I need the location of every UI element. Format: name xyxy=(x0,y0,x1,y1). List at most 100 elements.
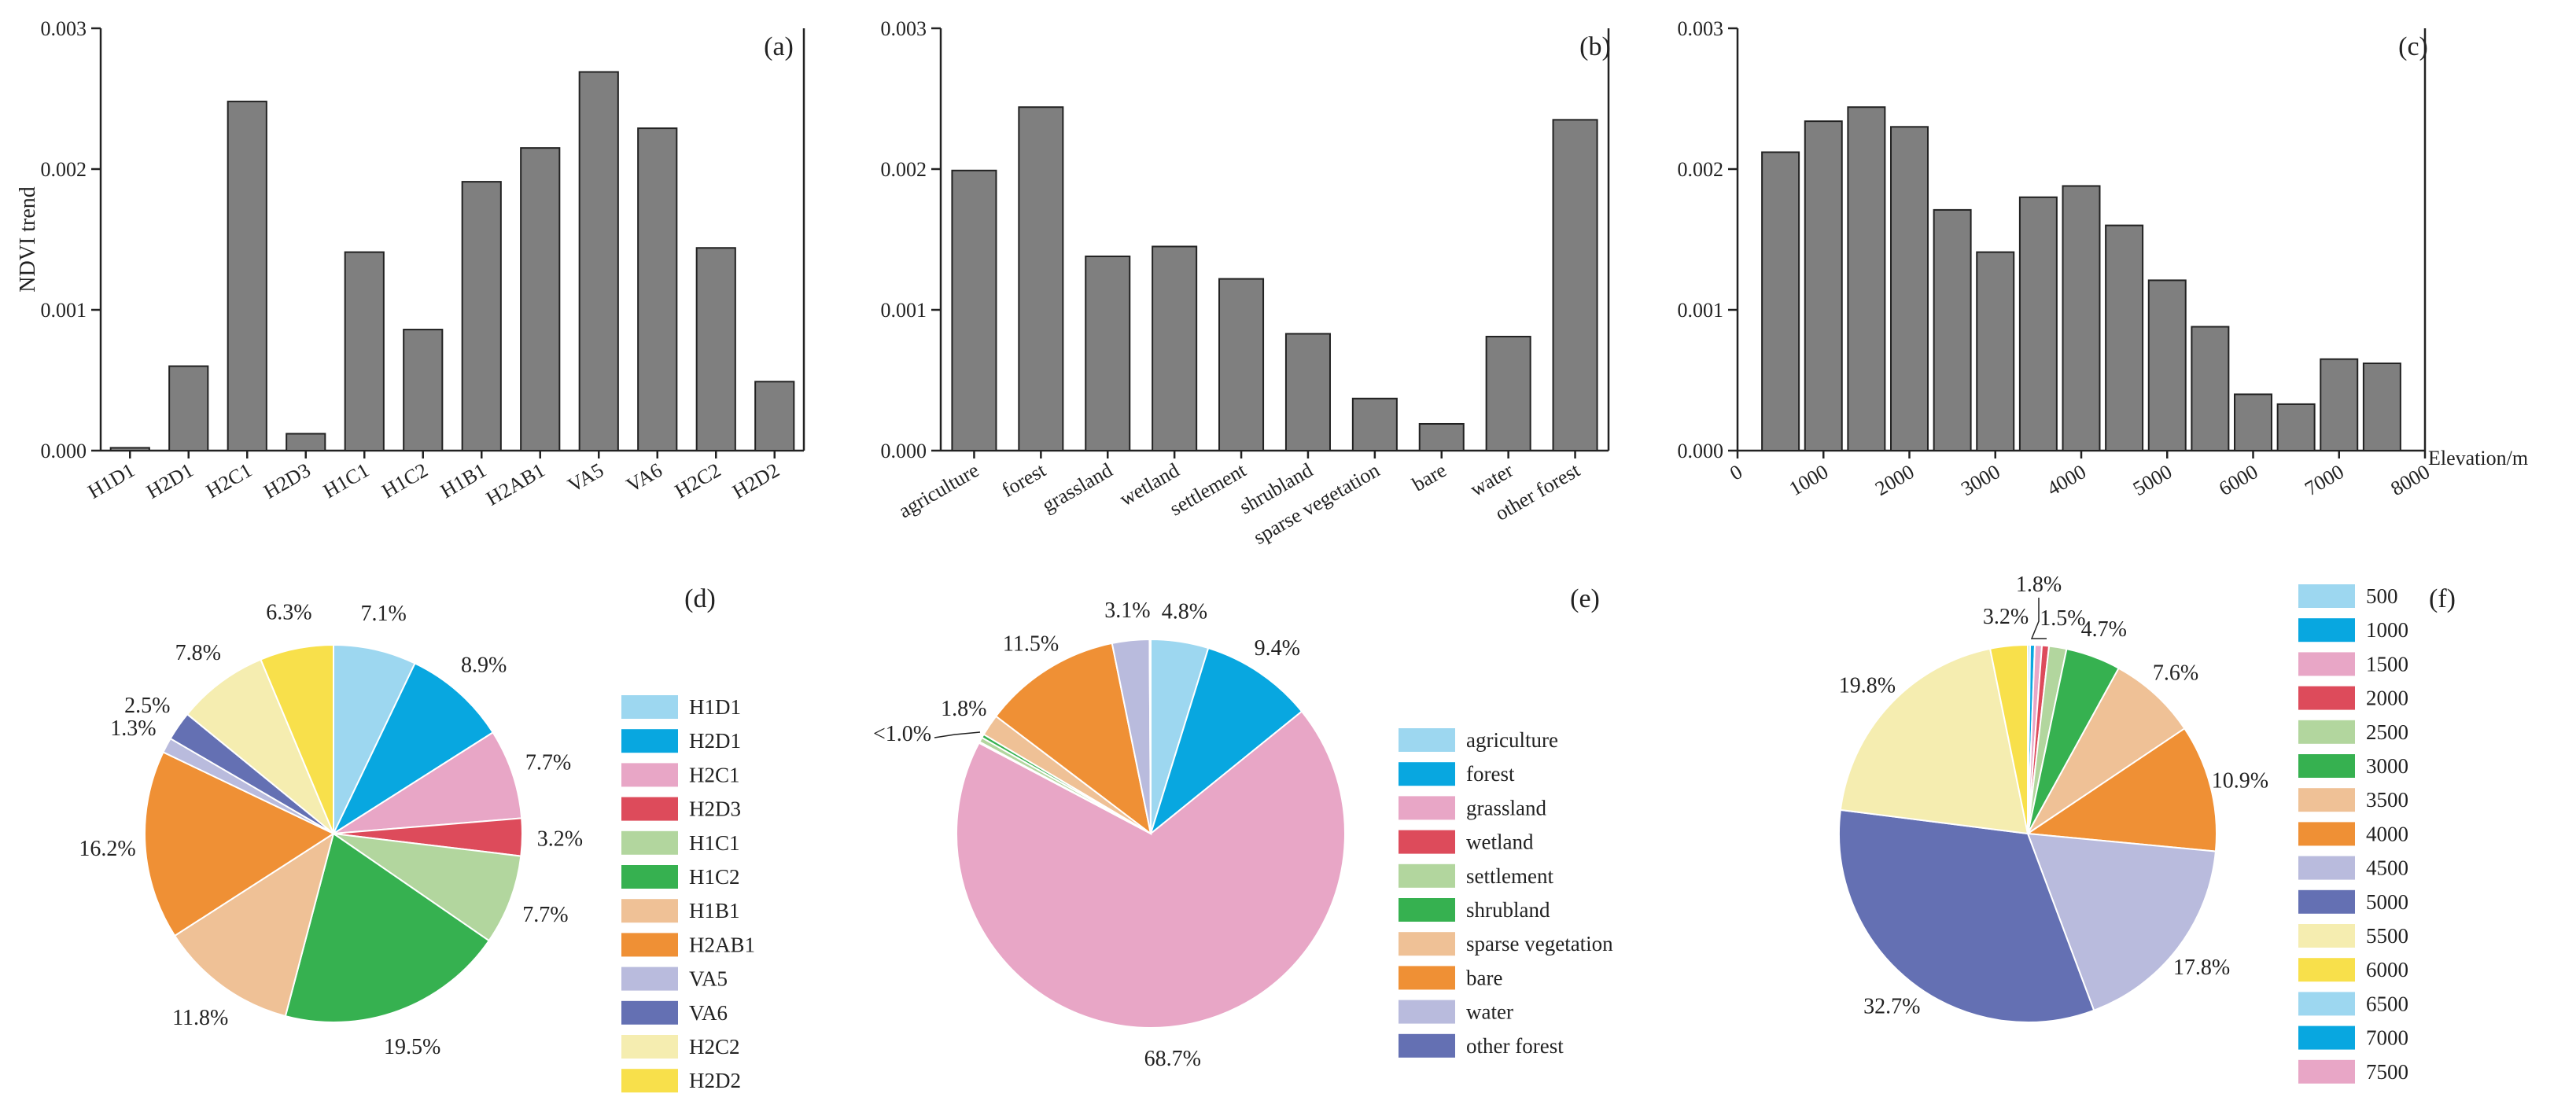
bar xyxy=(1351,397,1398,451)
legend-label: 6000 xyxy=(2366,958,2408,981)
slice-label: 2.5% xyxy=(124,694,170,718)
legend-label: VA5 xyxy=(689,967,728,991)
legend-swatch xyxy=(1399,898,1455,922)
y-tick-label: 0.002 xyxy=(1678,158,1724,181)
slice-label: 17.8% xyxy=(2173,956,2230,980)
legend-label: 2000 xyxy=(2366,687,2408,710)
panel-label: (b) xyxy=(1579,32,1611,61)
pie-slice xyxy=(2026,832,2217,1012)
panel-label: (d) xyxy=(684,584,716,613)
bar xyxy=(2191,326,2230,452)
legend-swatch xyxy=(621,1069,678,1093)
legend-label: H2C1 xyxy=(689,763,740,786)
bar xyxy=(1284,333,1331,451)
y-axis-title: NDVI trend xyxy=(16,186,40,293)
x-tick-label: H2D2 xyxy=(728,458,783,503)
legend-swatch xyxy=(1399,863,1455,888)
x-tick-label: 4000 xyxy=(2043,460,2090,500)
legend-swatch xyxy=(1399,728,1455,752)
bar xyxy=(1933,208,1972,451)
x-tick-label: H1D1 xyxy=(84,458,139,503)
x-axis-title: Elevation/m xyxy=(2428,447,2528,469)
legend-label: 6500 xyxy=(2366,992,2408,1015)
bar xyxy=(1890,126,1929,452)
legend-label: 1500 xyxy=(2366,652,2408,676)
legend-swatch xyxy=(2298,618,2355,643)
x-tick-label: settlement xyxy=(1166,458,1251,521)
slice-label: 7.8% xyxy=(175,641,221,665)
slice-label: 9.4% xyxy=(1255,636,1300,661)
x-tick-label: bare xyxy=(1408,458,1450,495)
legend-swatch xyxy=(1399,1033,1455,1058)
legend-swatch xyxy=(621,729,678,753)
slice-label: 1.8% xyxy=(2016,573,2062,597)
legend-label: bare xyxy=(1466,966,1502,989)
x-tick-label: VA6 xyxy=(622,458,665,497)
slice-label: 11.8% xyxy=(172,1006,228,1030)
pie-slice xyxy=(1149,646,1303,836)
legend-swatch xyxy=(2298,958,2355,982)
pie-slice xyxy=(1839,647,2029,835)
bar xyxy=(951,169,997,451)
bar xyxy=(227,101,267,452)
legend-swatch xyxy=(1399,932,1455,956)
y-tick-label: 0.003 xyxy=(41,17,87,40)
legend-label: 3500 xyxy=(2366,788,2408,812)
x-tick-label: H2C1 xyxy=(202,458,256,503)
bar xyxy=(403,329,444,451)
slice-label: <1.0% xyxy=(873,722,931,746)
bar xyxy=(109,447,150,451)
slice-label: 7.7% xyxy=(522,903,568,927)
bar xyxy=(168,365,209,452)
legend-label: 7500 xyxy=(2366,1060,2408,1084)
legend-swatch xyxy=(2298,720,2355,744)
bar xyxy=(1847,106,1886,452)
slice-label: 68.7% xyxy=(1144,1047,1201,1071)
legend-label: 4000 xyxy=(2366,822,2408,845)
x-tick-label: H1B1 xyxy=(437,458,490,503)
legend-label: water xyxy=(1466,1000,1513,1024)
slice-label: 11.5% xyxy=(1003,631,1059,656)
x-tick-label: 5000 xyxy=(2129,460,2176,500)
panel-c-bar-chart: 0.000 0.001 0.002 0.003 (c) 0 1000 2000 3000 4000… xyxy=(1678,17,2529,500)
bar xyxy=(461,181,502,452)
legend-label: H1D1 xyxy=(689,695,741,719)
slice-label: 19.8% xyxy=(1839,674,1896,698)
bar xyxy=(2320,358,2359,451)
pie-slice xyxy=(331,662,495,836)
legend-swatch xyxy=(2298,584,2355,608)
slice-label: 10.9% xyxy=(2212,769,2268,793)
legend-swatch xyxy=(2298,1059,2355,1084)
legend-label: shrubland xyxy=(1466,898,1550,922)
legend-label: 3000 xyxy=(2366,754,2408,778)
x-tick-label: grassland xyxy=(1038,458,1117,517)
legend-label: wetland xyxy=(1466,830,1534,854)
legend-label: settlement xyxy=(1466,864,1553,888)
panel-label: (f) xyxy=(2429,584,2456,613)
bar xyxy=(286,433,326,452)
slice-label: 1.5% xyxy=(2040,606,2085,631)
bar xyxy=(2062,185,2101,451)
legend-swatch xyxy=(2298,1025,2355,1050)
bar xyxy=(1152,245,1198,451)
bar xyxy=(2147,279,2187,451)
panel-f-pie-chart: 1.8% 1.5%4.7% 7.6% 10.9% 17.8% 32.7% 19.8% 3.2%… xyxy=(1838,573,2456,1084)
legend-label: 2500 xyxy=(2366,720,2408,744)
y-tick-label: 0.003 xyxy=(1678,17,1724,40)
panel-e-pie-chart: 4.8% 9.4% 68.7% <1.0% 1.8% 11.5% 3.1% (e) agricu… xyxy=(873,584,1613,1071)
legend-label: H2AB1 xyxy=(689,933,755,956)
legend-swatch xyxy=(621,830,678,855)
x-tick-label: 7000 xyxy=(2301,460,2348,500)
bar xyxy=(1218,278,1265,451)
bar xyxy=(2276,403,2316,451)
slice-label: 4.7% xyxy=(2081,617,2127,642)
legend-swatch xyxy=(621,967,678,991)
bar xyxy=(2234,393,2272,451)
y-tick-label: 0.000 xyxy=(881,440,927,462)
bar xyxy=(1018,106,1064,452)
legend-swatch xyxy=(621,763,678,787)
bar xyxy=(2105,224,2144,451)
legend-swatch xyxy=(621,695,678,719)
x-tick-label: VA5 xyxy=(564,458,607,497)
